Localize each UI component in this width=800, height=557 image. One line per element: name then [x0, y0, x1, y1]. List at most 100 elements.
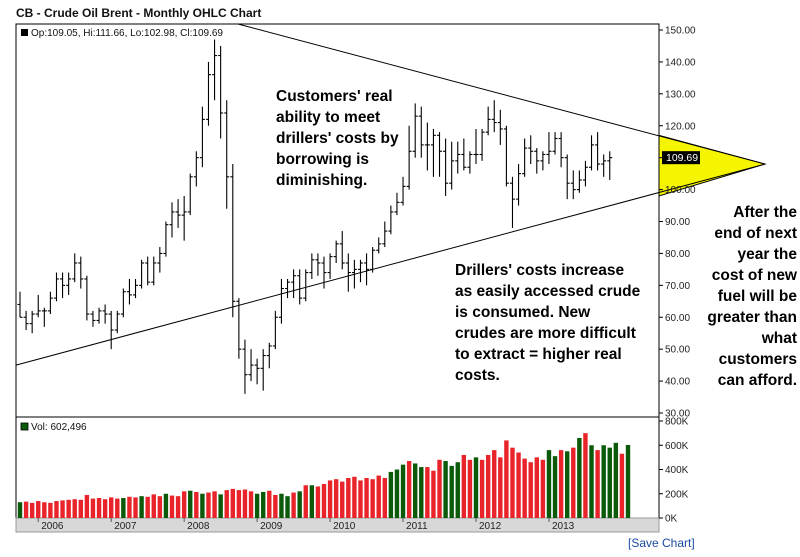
volume-bar: [498, 457, 503, 518]
price-tick-label: 120.00: [665, 121, 696, 132]
ohlc-bar: [120, 288, 126, 318]
volume-tick-label: 600K: [665, 441, 689, 452]
volume-bar: [224, 490, 229, 518]
ohlc-bar: [321, 256, 327, 289]
volume-bar: [534, 457, 539, 518]
ohlc-bar: [516, 164, 522, 206]
volume-bar: [577, 437, 582, 518]
volume-tick-label: 200K: [665, 489, 689, 500]
volume-bar: [60, 500, 65, 518]
volume-bar: [552, 456, 558, 518]
x-tick-label: 2013: [552, 521, 575, 532]
volume-bar: [236, 490, 242, 518]
ohlc-bar: [278, 278, 284, 324]
volume-bar: [42, 502, 47, 518]
lower-trendline: [15, 163, 766, 366]
ohlc-bar: [272, 310, 278, 350]
volume-bar: [364, 477, 369, 518]
ohlc-bar: [467, 151, 473, 174]
volume-bar: [571, 447, 576, 518]
ohlc-bar: [430, 128, 436, 177]
ohlc-bar: [133, 278, 139, 299]
volume-bar: [461, 454, 467, 518]
ohlc-bar: [576, 170, 582, 193]
ohlc-bar: [35, 294, 41, 318]
price-legend: Op:109.05, Hi:111.66, Lo:102.98, Cl:109.…: [31, 28, 223, 39]
ohlc-bar: [376, 237, 382, 254]
ohlc-bar: [479, 128, 485, 161]
ohlc-bar: [327, 253, 333, 279]
volume-bar: [200, 493, 205, 518]
volume-bar: [66, 499, 71, 518]
volume-bar: [48, 502, 53, 518]
ohlc-bar: [187, 173, 193, 216]
volume-bar: [510, 447, 515, 518]
ohlc-bar: [461, 138, 467, 171]
annotation-borrowing: Customers' real ability to meet drillers…: [276, 88, 399, 189]
ohlc-bar: [242, 339, 248, 394]
volume-bar: [303, 485, 308, 518]
volume-bar: [625, 444, 631, 518]
ohlc-bar: [181, 195, 187, 241]
volume-bar: [194, 491, 199, 518]
volume-bar: [133, 497, 138, 518]
ohlc-bar: [564, 154, 570, 200]
volume-bar: [102, 499, 108, 518]
volume-bar: [425, 467, 430, 518]
ohlc-bar: [382, 221, 388, 248]
volume-bar: [285, 496, 290, 518]
last-price-tag: 109.69: [666, 152, 698, 164]
volume-bar: [455, 462, 460, 518]
volume-bar: [394, 469, 400, 518]
ohlc-bar: [315, 253, 321, 276]
ohlc-bar: [260, 349, 266, 391]
ohlc-bar: [424, 122, 430, 171]
ohlc-bar: [41, 307, 47, 327]
volume-bar: [54, 501, 59, 518]
ohlc-bar: [491, 100, 497, 133]
ohlc-bar: [351, 259, 357, 289]
volume-bar: [340, 481, 345, 518]
volume-bar: [17, 502, 23, 518]
ohlc-bar: [443, 138, 449, 196]
ohlc-bar: [96, 307, 102, 324]
ohlc-bar: [601, 154, 607, 177]
ohlc-bar: [193, 151, 199, 187]
ohlc-bar: [534, 148, 540, 174]
volume-bar: [601, 445, 606, 518]
ohlc-bar: [522, 138, 528, 177]
volume-bar: [583, 433, 588, 518]
price-tick-label: 100.00: [665, 185, 696, 196]
ohlc-bar: [17, 291, 23, 318]
volume-bar: [145, 496, 150, 518]
volume-bar: [589, 445, 594, 518]
ohlc-bar: [102, 304, 108, 324]
ohlc-bar: [503, 125, 509, 187]
volume-bar: [23, 501, 29, 518]
price-tick-label: 30.00: [665, 409, 690, 420]
volume-bar: [413, 463, 418, 518]
ohlc-bar: [437, 132, 443, 177]
ohlc-bar: [400, 176, 406, 206]
volume-bar: [492, 450, 497, 518]
ohlc-bar: [528, 135, 534, 165]
ohlc-bar: [473, 128, 479, 165]
x-tick-label: 2010: [333, 521, 356, 532]
volume-bar: [346, 477, 351, 518]
volume-bar: [516, 452, 521, 518]
ohlc-bar: [175, 199, 181, 228]
volume-bar: [115, 498, 120, 518]
volume-bar: [218, 494, 223, 518]
ohlc-bar: [285, 278, 291, 299]
volume-bar: [613, 442, 619, 518]
ohlc-bar: [607, 151, 613, 181]
save-chart-link[interactable]: [Save Chart]: [628, 536, 695, 550]
ohlc-bar: [388, 205, 394, 235]
volume-bar: [78, 499, 83, 518]
ohlc-bar: [558, 132, 564, 168]
volume-bar: [175, 496, 181, 518]
volume-legend: Vol: 602,496: [31, 422, 87, 433]
x-tick-label: 2007: [114, 521, 137, 532]
ohlc-bar: [47, 291, 53, 315]
